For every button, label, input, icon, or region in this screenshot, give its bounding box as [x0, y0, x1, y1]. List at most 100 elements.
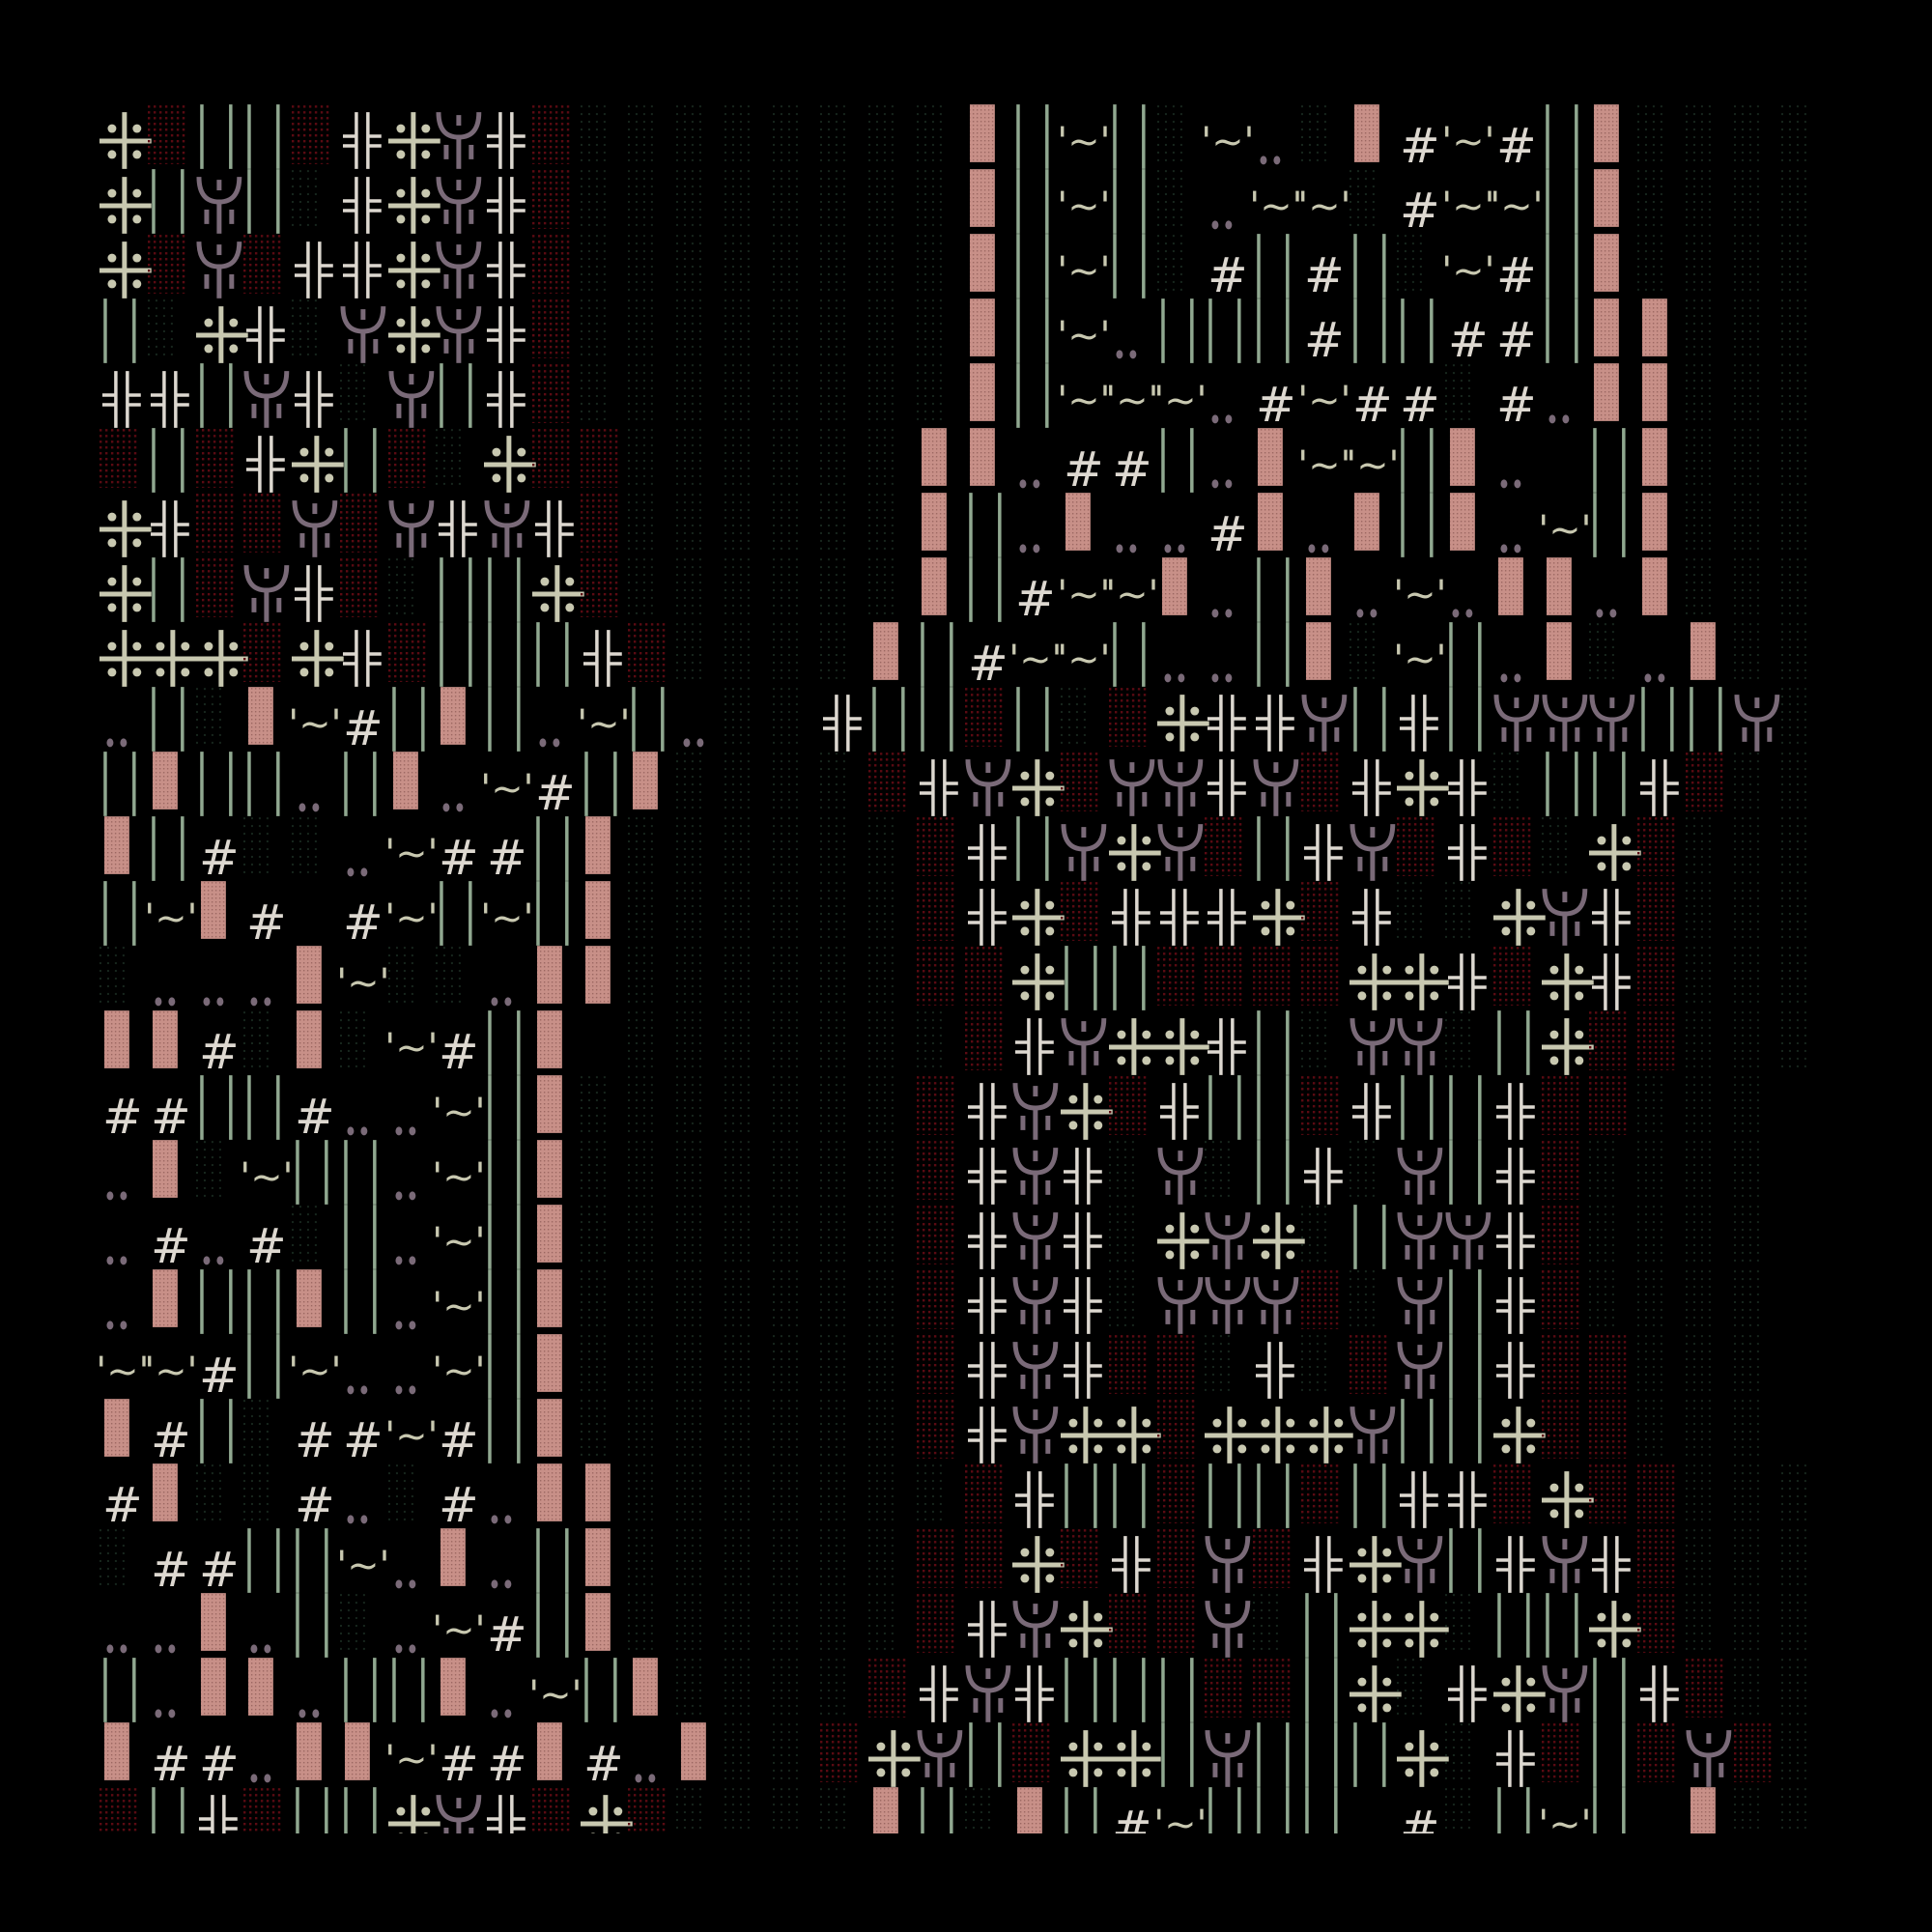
pink-block — [531, 1010, 580, 1075]
double-bar-icon — [1060, 946, 1108, 1010]
double-bar-icon — [1252, 1787, 1300, 1833]
double-dot-glyph — [1588, 557, 1636, 622]
double-dot-glyph — [195, 1205, 243, 1269]
double-cross-icon — [916, 752, 964, 816]
double-bar-icon — [1541, 1593, 1589, 1658]
pink-block — [147, 1010, 195, 1075]
double-bar-icon — [435, 557, 483, 622]
cross-dots-icon — [1588, 816, 1641, 881]
svg-text:#: # — [199, 1542, 240, 1598]
pink-block — [531, 1463, 580, 1528]
green-dot-texture — [1780, 234, 1829, 298]
svg-text:#: # — [343, 1412, 384, 1468]
pink-block — [147, 1140, 195, 1205]
hash-glyph: # — [195, 1722, 243, 1792]
svg-text:#: # — [1208, 247, 1248, 303]
double-bar-icon — [1108, 1463, 1156, 1528]
green-dot-texture — [1588, 1269, 1636, 1334]
green-dot-texture — [675, 169, 724, 234]
green-dot-texture — [867, 363, 916, 428]
green-dot-texture — [1299, 1205, 1349, 1269]
double-bar-icon — [1108, 622, 1156, 687]
red-dot-texture — [915, 1334, 964, 1399]
svg-text:'~': '~' — [1490, 185, 1543, 229]
double-cross-icon — [1108, 881, 1156, 946]
cross-dots-icon — [99, 234, 152, 298]
red-dot-texture — [915, 881, 964, 946]
green-dot-texture — [1780, 622, 1829, 687]
red-dot-texture — [338, 493, 387, 557]
green-dot-texture — [819, 1658, 867, 1722]
double-bar-icon — [1444, 1399, 1492, 1463]
double-bar-icon — [435, 881, 483, 946]
green-dot-texture — [771, 752, 820, 816]
svg-text:'~': '~' — [433, 1091, 486, 1135]
double-cross-icon — [1349, 752, 1397, 816]
double-bar-icon — [1349, 1463, 1397, 1528]
tilde-glyph: '~' — [241, 1140, 294, 1205]
tilde-glyph: '~' — [1057, 363, 1110, 428]
svg-text:'~': '~' — [288, 702, 341, 747]
double-bar-icon — [99, 1658, 147, 1722]
red-dot-texture — [1636, 816, 1685, 881]
double-cross-icon — [1204, 881, 1252, 946]
svg-text:#: # — [151, 1089, 191, 1145]
svg-text:#: # — [1448, 312, 1489, 368]
svg-text:#: # — [1256, 377, 1296, 433]
double-bar-icon — [916, 622, 964, 687]
green-dot-texture — [867, 1269, 916, 1334]
double-cross-icon — [964, 1269, 1012, 1334]
svg-text:'~': '~' — [1057, 249, 1110, 294]
red-dot-texture — [1155, 1399, 1205, 1463]
trident-icon — [435, 104, 483, 169]
green-dot-texture — [1684, 1463, 1733, 1528]
green-dot-texture — [771, 1140, 820, 1205]
svg-text:#: # — [151, 1412, 191, 1468]
green-dot-texture — [627, 1010, 675, 1075]
green-dot-texture — [1444, 1722, 1492, 1787]
double-cross-icon — [1252, 1334, 1300, 1399]
svg-text:#: # — [199, 1348, 240, 1404]
double-bar-icon — [483, 1334, 531, 1399]
red-dot-texture — [1155, 1528, 1205, 1593]
pink-block — [99, 1399, 147, 1463]
double-dot-glyph — [1541, 363, 1589, 428]
double-dot-glyph — [242, 946, 291, 1010]
pink-block — [531, 1269, 580, 1334]
tilde-glyph: '~' — [144, 1334, 197, 1399]
green-dot-texture — [723, 557, 772, 622]
pink-block — [1685, 1787, 1733, 1833]
tilde-glyph: '~' — [336, 1528, 389, 1593]
green-dot-texture — [627, 881, 675, 946]
green-dot-texture — [723, 816, 772, 881]
green-dot-texture — [1684, 363, 1733, 428]
double-cross-icon — [99, 363, 147, 428]
pink-block — [435, 1528, 483, 1593]
red-dot-texture — [819, 1722, 867, 1787]
green-dot-texture — [867, 881, 916, 946]
double-dot-glyph — [435, 752, 483, 816]
pink-block — [147, 1463, 195, 1528]
svg-text:'~': '~' — [1297, 185, 1350, 229]
svg-text:#: # — [102, 1089, 143, 1145]
double-bar-icon — [195, 752, 243, 816]
green-dot-texture — [1684, 493, 1733, 557]
svg-text:#: # — [1112, 441, 1152, 497]
double-cross-icon — [1492, 1334, 1541, 1399]
double-bar-icon — [387, 687, 436, 752]
green-dot-texture — [386, 557, 436, 622]
pink-block — [147, 752, 195, 816]
red-dot-texture — [963, 687, 1012, 752]
green-dot-texture — [771, 816, 820, 881]
red-dot-texture — [1636, 1722, 1685, 1787]
svg-text:'~': '~' — [1153, 1803, 1207, 1833]
red-dot-texture — [194, 428, 243, 493]
double-bar-icon — [1011, 363, 1060, 428]
green-dot-texture — [675, 1399, 724, 1463]
green-dot-texture — [867, 1075, 916, 1140]
green-dot-texture — [1444, 1010, 1492, 1075]
green-dot-texture — [1732, 1075, 1781, 1140]
green-dot-texture — [1636, 1075, 1685, 1140]
green-dot-texture — [771, 104, 820, 169]
green-dot-texture — [819, 816, 867, 881]
